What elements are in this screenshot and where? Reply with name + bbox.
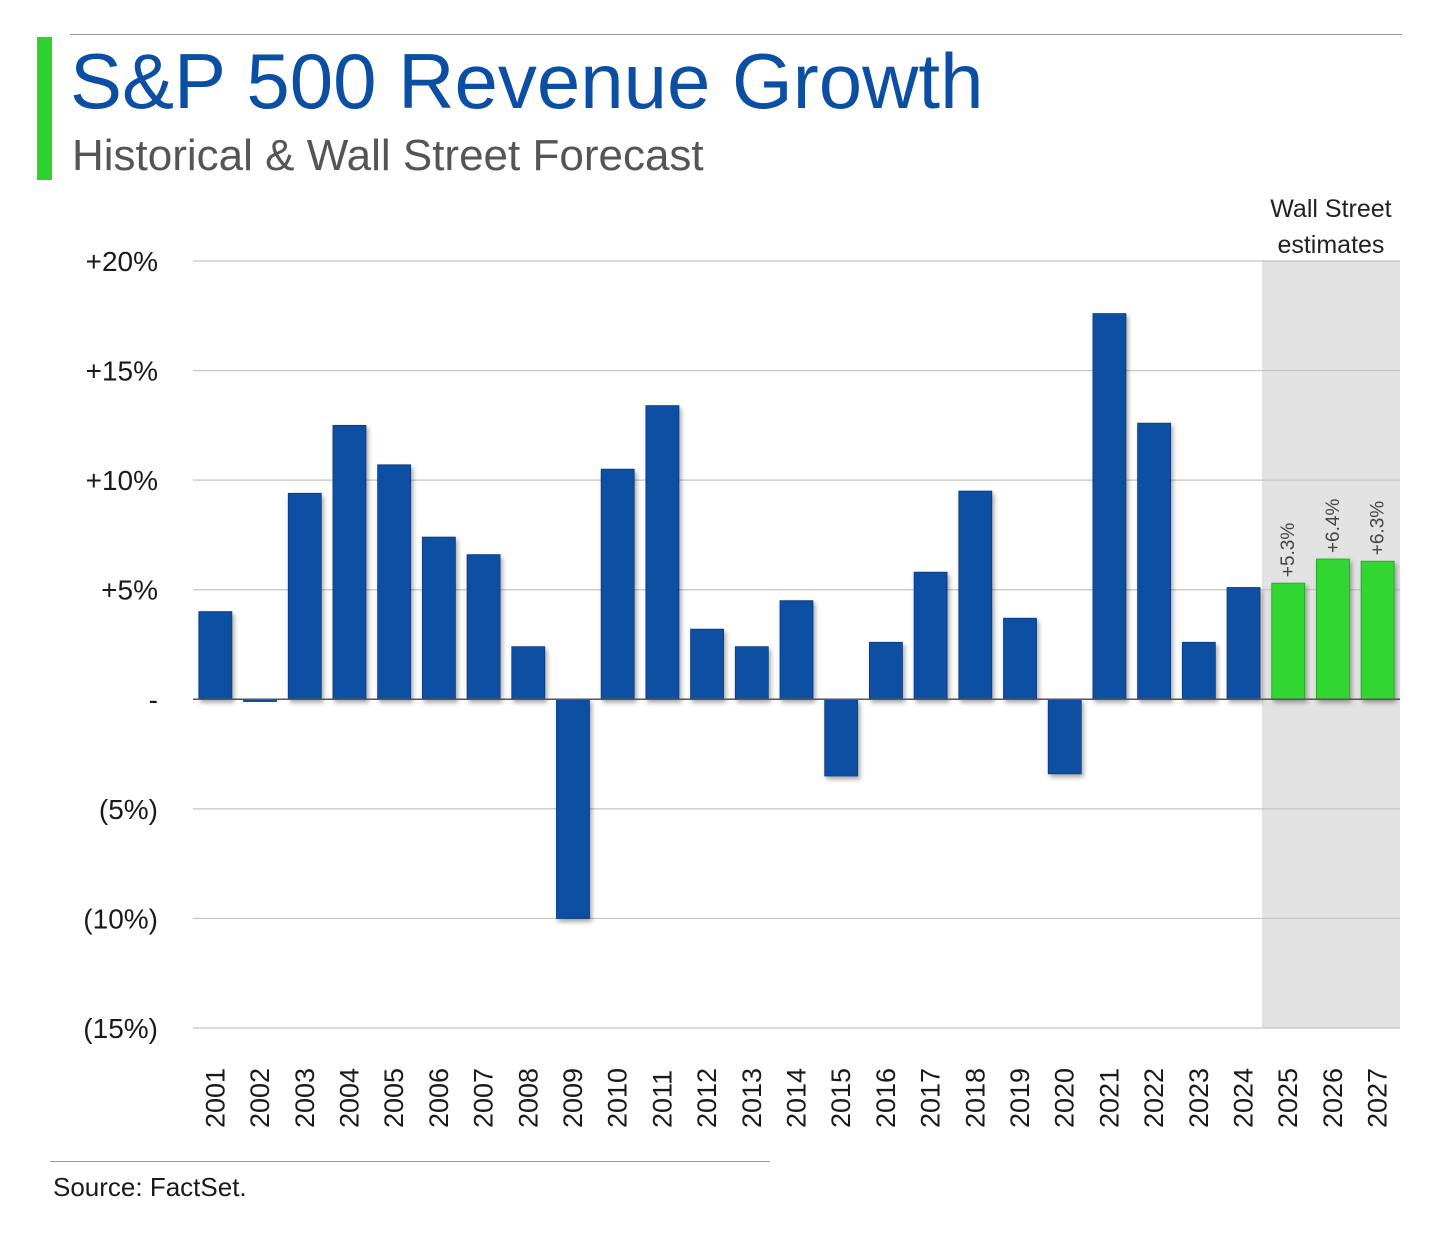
x-tick-label: 2022 (1139, 1068, 1169, 1128)
bar (913, 571, 948, 700)
bar (824, 698, 859, 777)
x-tick-label: 2005 (379, 1068, 409, 1128)
estimate-region-label: estimates (1277, 231, 1384, 259)
y-tick-label: +20% (86, 246, 158, 277)
bar (287, 492, 322, 700)
x-tick-label: 2027 (1363, 1068, 1393, 1128)
y-tick-label: (10%) (83, 903, 158, 934)
bar (1271, 582, 1306, 700)
bar (1181, 641, 1216, 700)
bar (1003, 617, 1037, 700)
data-label: +5.3% (1278, 523, 1299, 578)
accent-bar (37, 37, 52, 180)
x-tick-label: 2016 (871, 1068, 901, 1128)
y-tick-label: +15% (86, 356, 158, 387)
bar (556, 698, 590, 919)
chart-title: S&P 500 Revenue Growth (70, 37, 984, 125)
bar (377, 464, 412, 700)
y-tick-label: - (149, 684, 158, 715)
bar (198, 611, 233, 700)
bar (1047, 698, 1082, 775)
x-tick-label: 2023 (1184, 1068, 1214, 1128)
bar (869, 641, 903, 700)
x-tick-label: 2003 (290, 1068, 320, 1128)
top-rule (70, 34, 1402, 35)
x-tick-label: 2011 (647, 1070, 677, 1128)
source-rule (50, 1161, 770, 1162)
x-tick-label: 2024 (1229, 1068, 1259, 1128)
x-tick-label: 2018 (960, 1068, 990, 1128)
y-tick-label: (15%) (83, 1013, 158, 1044)
x-tick-label: 2010 (603, 1068, 633, 1128)
bar (511, 646, 546, 700)
source-note: Source: FactSet. (53, 1172, 247, 1202)
x-tick-label: 2004 (334, 1068, 364, 1128)
x-tick-label: 2012 (692, 1068, 722, 1128)
bar (332, 424, 367, 700)
bar (734, 646, 769, 700)
x-tick-label: 2025 (1273, 1068, 1303, 1128)
x-tick-label: 2019 (1005, 1068, 1035, 1128)
y-tick-label: +10% (86, 465, 158, 496)
bar (958, 490, 993, 700)
x-tick-label: 2008 (513, 1068, 543, 1128)
bar (690, 628, 724, 700)
x-tick-label: 2013 (737, 1068, 767, 1128)
x-tick-label: 2002 (245, 1068, 275, 1128)
bar (1316, 558, 1350, 700)
estimate-region-label: Wall Street (1270, 195, 1391, 223)
x-tick-label: 2006 (424, 1068, 454, 1128)
bar (600, 468, 635, 700)
x-tick-label: 2014 (782, 1068, 812, 1128)
x-tick-label: 2026 (1318, 1068, 1348, 1128)
bar (1092, 313, 1127, 700)
y-tick-label: (5%) (99, 794, 158, 825)
x-tick-label: 2007 (469, 1068, 499, 1128)
x-tick-label: 2009 (558, 1068, 588, 1128)
x-tick-label: 2021 (1094, 1068, 1124, 1128)
bar (466, 554, 501, 700)
bar (1360, 560, 1395, 700)
data-label: +6.4% (1323, 499, 1344, 554)
bar (779, 600, 814, 700)
data-label: +6.3% (1368, 501, 1389, 556)
x-tick-label: 2001 (200, 1068, 230, 1128)
x-tick-label: 2017 (916, 1068, 946, 1128)
bar (645, 405, 680, 700)
bar (1226, 587, 1261, 700)
x-tick-label: 2020 (1050, 1068, 1080, 1128)
y-tick-label: +5% (101, 575, 158, 606)
bar (421, 536, 456, 700)
bar (1137, 422, 1172, 700)
chart-subtitle: Historical & Wall Street Forecast (72, 131, 704, 180)
x-tick-label: 2015 (826, 1068, 856, 1128)
